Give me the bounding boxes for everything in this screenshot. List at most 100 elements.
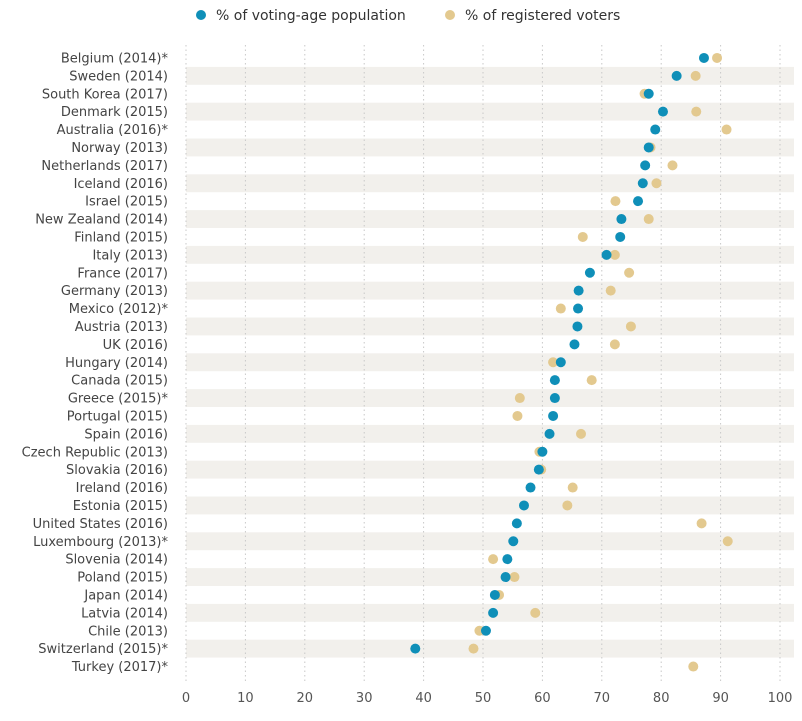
category-label: Japan (2014) — [83, 588, 168, 603]
voting-age-point — [573, 303, 584, 314]
row-band — [186, 389, 794, 407]
registered-voters-point — [651, 178, 662, 189]
row-band — [186, 532, 794, 551]
category-label: Canada (2015) — [71, 374, 168, 389]
category-label: Iceland (2016) — [74, 177, 168, 192]
x-tick-label: 70 — [594, 691, 611, 706]
voting-age-point — [537, 446, 548, 457]
registered-voters-point — [624, 267, 635, 278]
registered-voters-point — [609, 339, 620, 350]
category-label: Chile (2013) — [88, 624, 168, 639]
category-label: United States (2016) — [33, 517, 168, 532]
registered-voters-point — [625, 321, 636, 332]
voting-age-point — [569, 339, 580, 350]
row-band — [186, 317, 794, 336]
category-label: Poland (2015) — [77, 571, 168, 586]
registered-voters-point — [721, 124, 732, 135]
data-points — [410, 52, 733, 672]
row-band — [186, 245, 794, 264]
registered-voters-point — [610, 196, 621, 207]
voting-age-point — [488, 607, 499, 618]
row-band — [186, 353, 794, 372]
x-tick-label: 100 — [768, 691, 793, 706]
voting-age-point — [511, 518, 522, 529]
category-label: Italy (2013) — [92, 248, 168, 263]
x-tick-label: 50 — [475, 691, 492, 706]
voting-age-point — [544, 428, 555, 439]
voting-age-point — [489, 589, 500, 600]
registered-voters-point — [548, 357, 559, 368]
voting-age-point — [650, 124, 661, 135]
voting-age-point — [480, 625, 491, 636]
voting-age-point — [584, 267, 595, 278]
voting-age-point — [573, 285, 584, 296]
voting-age-point — [640, 160, 651, 171]
category-labels: Belgium (2014)* Sweden (2014) South Korea … — [22, 51, 169, 675]
x-axis-ticks: 0 10 20 30 40 50 60 70 80 90 100 — [182, 691, 793, 706]
row-band — [186, 66, 794, 85]
voting-age-point — [410, 643, 421, 654]
category-label: Portugal (2015) — [67, 409, 168, 424]
row-band — [186, 281, 794, 300]
x-tick-label: 80 — [653, 691, 670, 706]
registered-voters-point — [643, 214, 654, 225]
category-label: Latvia (2014) — [81, 606, 168, 621]
category-label: Austria (2013) — [75, 320, 168, 335]
category-label: Germany (2013) — [61, 284, 168, 299]
category-label: Israel (2015) — [85, 195, 168, 210]
voting-age-point — [508, 536, 519, 547]
registered-voters-point — [696, 518, 707, 529]
legend: % of voting-age population % of register… — [196, 8, 620, 24]
voting-age-point — [615, 231, 626, 242]
x-tick-label: 20 — [297, 691, 314, 706]
voting-age-point — [633, 196, 644, 207]
row-band — [186, 174, 794, 193]
voting-age-point — [657, 106, 668, 117]
category-label: France (2017) — [77, 266, 168, 281]
voting-age-point — [548, 410, 559, 421]
registered-voters-point — [514, 393, 525, 404]
grid-lines — [185, 45, 781, 684]
x-tick-label: 90 — [712, 691, 729, 706]
row-band — [186, 210, 794, 228]
voting-age-point — [555, 357, 566, 368]
registered-voters-point — [691, 106, 702, 117]
legend-label-voting-age: % of voting-age population — [216, 8, 406, 24]
row-band — [186, 496, 794, 515]
registered-voters-point — [690, 70, 701, 81]
registered-voters-point — [488, 554, 499, 565]
voting-age-point — [525, 482, 536, 493]
category-label: Ireland (2016) — [76, 481, 168, 496]
category-label: New Zealand (2014) — [35, 213, 168, 228]
category-label: Denmark (2015) — [61, 105, 168, 120]
category-label: Turkey (2017)* — [71, 660, 169, 675]
registered-voters-point — [509, 572, 520, 583]
registered-voters-point — [609, 249, 620, 260]
category-label: Netherlands (2017) — [41, 159, 168, 174]
registered-voters-point — [688, 661, 699, 672]
x-tick-label: 0 — [182, 691, 190, 706]
registered-voters-point — [567, 482, 578, 493]
x-tick-label: 40 — [415, 691, 432, 706]
category-label: Hungary (2014) — [65, 356, 168, 371]
category-label: UK (2016) — [103, 338, 168, 353]
legend-label-registered: % of registered voters — [465, 8, 620, 24]
voting-age-point — [698, 52, 709, 63]
category-label: Luxembourg (2013)* — [33, 535, 168, 550]
category-label: Norway (2013) — [71, 141, 168, 156]
registered-voters-point — [577, 231, 588, 242]
voting-age-point — [533, 464, 544, 475]
row-band — [186, 138, 794, 157]
voting-age-point — [643, 142, 654, 153]
voting-age-point — [549, 393, 560, 404]
category-label: Slovenia (2014) — [65, 553, 168, 568]
registered-voters-point — [468, 643, 479, 654]
registered-voters-point — [586, 375, 597, 386]
registered-voters-point — [576, 428, 587, 439]
category-label: South Korea (2017) — [42, 87, 168, 102]
category-label: Sweden (2014) — [69, 69, 168, 84]
registered-voters-point — [555, 303, 566, 314]
x-tick-label: 10 — [237, 691, 254, 706]
category-label: Czech Republic (2013) — [22, 445, 168, 460]
registered-voters-point — [562, 500, 573, 511]
